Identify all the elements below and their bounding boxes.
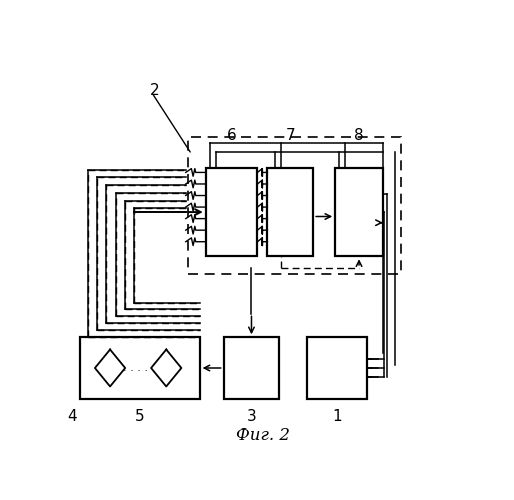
Bar	[188, 137, 401, 274]
Bar	[224, 337, 280, 399]
Text: 6: 6	[227, 128, 236, 142]
Text: 7: 7	[285, 128, 295, 142]
Bar	[80, 337, 199, 399]
Text: 1: 1	[333, 408, 342, 424]
Text: 8: 8	[354, 128, 364, 142]
Bar	[335, 168, 383, 256]
Text: 5: 5	[135, 408, 145, 424]
Text: 3: 3	[247, 408, 256, 424]
Bar	[206, 168, 258, 256]
Bar	[267, 168, 313, 256]
Text: 2: 2	[150, 84, 159, 98]
Text: 4: 4	[67, 408, 77, 424]
Text: . . . . .: . . . . .	[123, 363, 155, 373]
Bar	[307, 337, 367, 399]
Text: Фиг. 2: Фиг. 2	[236, 427, 290, 444]
